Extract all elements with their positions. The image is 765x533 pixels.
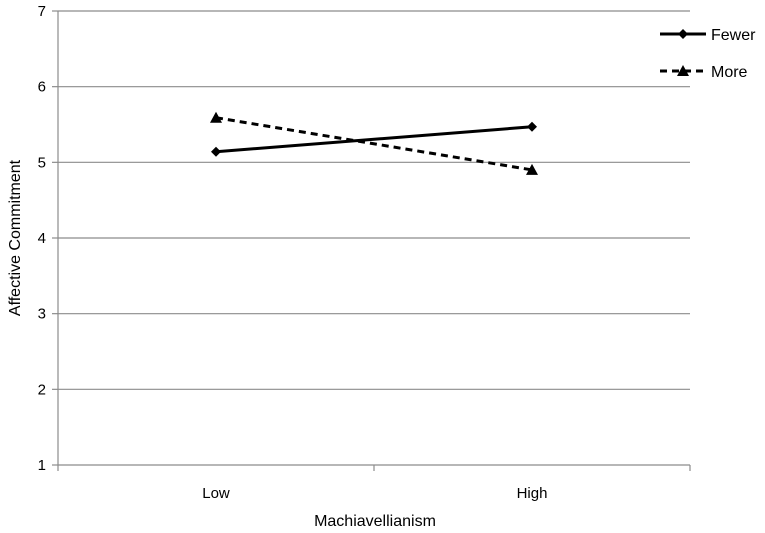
y-tick-labels: 1 2 3 4 5 6 7 [38,3,46,474]
x-tick-labels: Low High [202,485,547,502]
legend-marker-more [677,65,689,76]
legend-item-more: More [660,64,748,81]
x-tick-label: High [517,485,548,502]
legend-label-more: More [711,64,748,81]
y-tick-label: 2 [38,381,46,398]
y-tick-label: 3 [38,306,46,323]
x-tick-label: Low [202,485,230,502]
x-axis-label: Machiavellianism [314,513,436,530]
y-tick-label: 7 [38,3,46,20]
data-point-fewer-high [527,121,537,132]
axes [57,11,691,471]
series-line-fewer [215,125,533,154]
legend-item-fewer: Fewer [660,27,756,44]
series-group [210,111,538,175]
legend: Fewer More [660,27,756,81]
y-tick-label: 5 [38,154,46,171]
y-tick-label: 6 [38,79,46,96]
data-point-more-low [210,111,222,123]
legend-label-fewer: Fewer [711,27,756,44]
y-axis-label: Affective Commitment [7,159,24,316]
series-line-more [215,116,533,172]
legend-marker-fewer [678,29,688,39]
y-tick-label: 4 [38,230,46,247]
y-tick-label: 1 [38,457,46,474]
gridlines [52,10,690,466]
data-point-fewer-low [211,146,221,157]
data-point-more-high [526,163,538,175]
